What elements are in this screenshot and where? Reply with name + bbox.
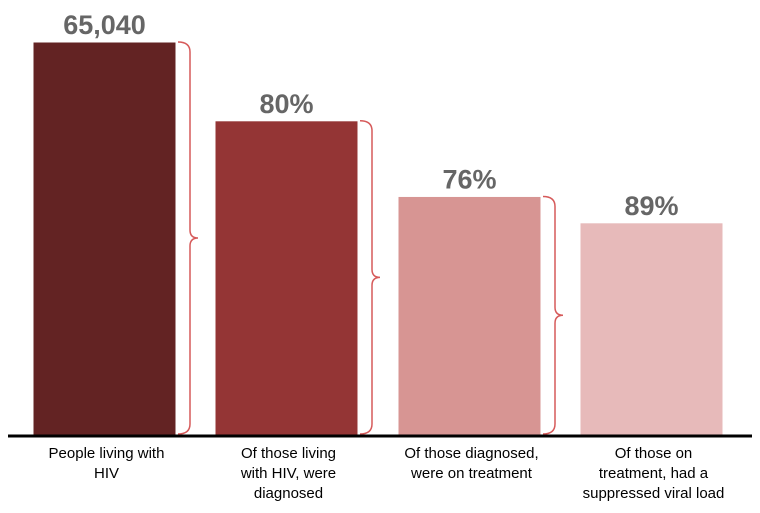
category-label-line: were on treatment (410, 465, 533, 482)
category-label-line: suppressed viral load (583, 485, 725, 502)
category-label-3: Of those diagnosed, were on treatment (404, 445, 538, 482)
bars (32, 41, 724, 437)
value-label-4: 89% (624, 191, 678, 221)
category-labels: People living with HIV Of those living with… (49, 445, 725, 502)
bracket-1 (177, 41, 199, 435)
category-label-line: People living with (49, 445, 165, 462)
category-label-line: diagnosed (254, 485, 323, 502)
bar-4 (579, 222, 724, 437)
bracket-3 (542, 195, 564, 435)
category-label-line: Of those on (615, 445, 693, 462)
category-label-2: Of those living with HIV, were diagnosed (240, 445, 336, 502)
category-label-1: People living with HIV (49, 445, 165, 482)
category-label-line: Of those diagnosed, (404, 445, 538, 462)
value-label-3: 76% (442, 164, 496, 194)
value-label-1: 65,040 (63, 10, 146, 40)
category-label-4: Of those on treatment, had a suppressed vi… (583, 445, 725, 502)
bracket-2 (359, 120, 381, 435)
brackets (177, 41, 564, 435)
value-labels: 65,040 80% 76% 89% (63, 10, 678, 221)
category-label-line: with HIV, were (240, 465, 336, 482)
category-label-line: Of those living (241, 445, 336, 462)
bar-3 (397, 195, 542, 437)
category-label-line: treatment, had a (599, 465, 709, 482)
bar-2 (214, 120, 359, 437)
category-label-line: HIV (94, 465, 119, 482)
value-label-2: 80% (259, 89, 313, 119)
bar-1 (32, 41, 177, 437)
